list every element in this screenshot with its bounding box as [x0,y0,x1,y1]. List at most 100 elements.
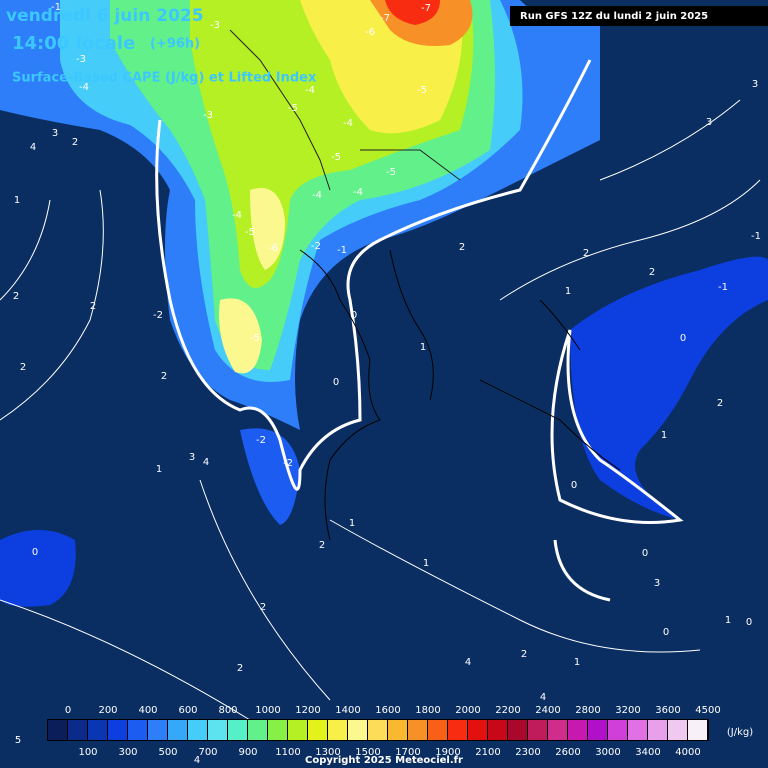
colorbar-swatch [408,720,427,740]
colorbar-swatch [668,720,687,740]
colorbar-label: 2400 [535,705,560,716]
colorbar-swatch [148,720,167,740]
run-box [510,6,768,26]
colorbar-swatch [628,720,647,740]
contour-label: 1 [565,286,571,297]
contour-label: 1 [661,430,667,441]
cape-area-east [570,256,768,520]
contour-label: -5 [331,152,341,163]
contour-label: -4 [312,190,322,201]
contour-label: 2 [717,398,723,409]
colorbar-swatch [268,720,287,740]
colorbar-swatch [568,720,587,740]
colorbar-swatch [348,720,367,740]
colorbar-label: 900 [238,747,257,758]
contour-label: 3 [752,79,758,90]
colorbar-label: 1500 [355,747,380,758]
colorbar-swatch [608,720,627,740]
contour-label: -1 [718,282,728,293]
contour-label: 0 [642,548,648,559]
contour-label: 0 [571,480,577,491]
contour-label: -5 [245,227,255,238]
colorbar-label: 2100 [475,747,500,758]
colorbar-label: 100 [78,747,97,758]
colorbar-swatch [508,720,527,740]
cape-area-sw [0,530,76,607]
contour-label: -4 [79,82,89,93]
colorbar-swatch [48,720,67,740]
contour-label: -2 [283,458,293,469]
contour-label: -4 [232,210,242,221]
contour-label: -6 [365,27,375,38]
contour-label: 3 [654,578,660,589]
colorbar-swatch [88,720,107,740]
contour-label: 5 [15,735,21,746]
colorbar-swatch [468,720,487,740]
contour-label: 2 [649,267,655,278]
contour-label: 2 [319,540,325,551]
colorbar-label: 2800 [575,705,600,716]
contour-label: 2 [13,291,19,302]
contour-label: -3 [76,54,86,65]
contour-label: -4 [353,187,363,198]
contour-label: -5 [417,85,427,96]
colorbar-label: 3200 [615,705,640,716]
colorbar-swatch [328,720,347,740]
colorbar-label: 600 [178,705,197,716]
cape-area-south [240,428,300,525]
contour-label: 2 [161,371,167,382]
contour-label: -4 [305,85,315,96]
colorbar-label: 400 [138,705,157,716]
product: Surface-Based CAPE (J/kg) et Lifted Inde… [12,71,317,86]
colorbar-label: 4500 [695,705,720,716]
header: vendredi 6 juin 2025 14:00 locale (+96h)… [6,6,768,86]
contour-label: -4 [343,118,353,129]
colorbar-swatch [248,720,267,740]
coastline [299,249,621,541]
colorbar-label: 1900 [435,747,460,758]
colorbar-swatch [388,720,407,740]
zero-contour [155,59,592,491]
colorbar-label: 1600 [375,705,400,716]
contour-label: -2 [256,435,266,446]
coastlines [229,29,621,541]
border [229,29,461,191]
run: Run GFS 12Z du lundi 2 juin 2025 [520,11,708,22]
colorbar-label: 300 [118,747,137,758]
colorbar-label: 1400 [335,705,360,716]
contour-label: 3 [52,128,58,139]
contour-label: 2 [521,649,527,660]
colorbar-label: 700 [198,747,217,758]
colorbar-swatch [68,720,87,740]
colorbar-label: 200 [98,705,117,716]
contour-label: 2 [20,362,26,373]
colorbar-swatch [228,720,247,740]
contour-label: 1 [420,342,426,353]
contour-label: -1 [51,2,61,13]
zero-contour [550,329,684,602]
contour-label: 2 [260,602,266,613]
colorbar-label: 2000 [455,705,480,716]
cape-area-pale [250,188,285,270]
colorbar-swatch [588,720,607,740]
contour-label: -5 [250,333,260,344]
colorbar-label: 4000 [675,747,700,758]
colorbar-swatch [648,720,667,740]
colorbar-swatch [108,720,127,740]
colorbar-label: 1800 [415,705,440,716]
contour-label: 0 [32,547,38,558]
colorbar-label: 0 [65,705,71,716]
colorbar-swatch [488,720,507,740]
contour-label: 1 [725,615,731,626]
time: 14:00 locale [12,33,135,54]
contour-label: 2 [90,301,96,312]
colorbar-label: 2300 [515,747,540,758]
copyright: Copyright 2025 Meteociel.fr [305,755,463,766]
cape-area-red [385,0,440,25]
contour-label: -7 [421,3,431,14]
colorbar-swatch [208,720,227,740]
colorbar-label: 1100 [275,747,300,758]
contour-label: 3 [706,117,712,128]
contour-label: 1 [349,518,355,529]
